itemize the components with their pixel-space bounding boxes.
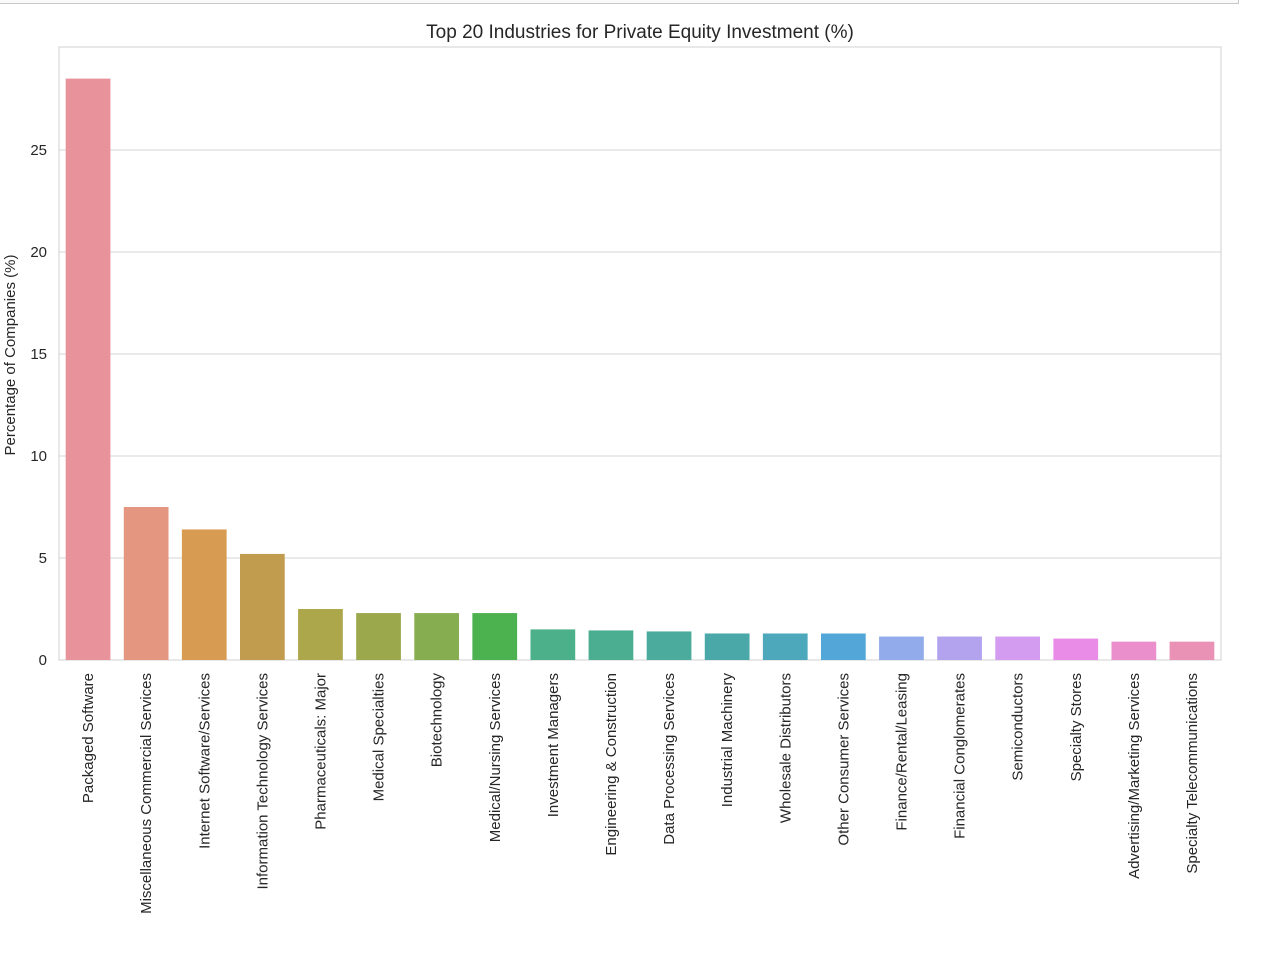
bar: [879, 636, 924, 660]
x-tick-label: Investment Managers: [545, 673, 562, 817]
plot-frame: [58, 46, 1222, 661]
chart-title: Top 20 Industries for Private Equity Inv…: [426, 22, 854, 43]
bar: [1111, 641, 1157, 660]
x-tick-label: Finance/Rental/Leasing: [893, 673, 910, 831]
y-tick-label: 0: [39, 652, 47, 669]
top-window-strip: [0, 0, 1239, 4]
bar: [995, 636, 1041, 660]
x-tick-label: Packaged Software: [80, 673, 97, 803]
x-tick-label: Data Processing Services: [661, 673, 678, 845]
bar: [414, 613, 460, 660]
bar: [123, 507, 169, 660]
x-tick-label: Information Technology Services: [254, 673, 271, 890]
y-axis-ticks: 0 5 10 15 20 25: [30, 142, 47, 669]
y-tick-label: 25: [30, 142, 47, 159]
bar: [820, 633, 866, 660]
x-tick-label: Medical/Nursing Services: [487, 673, 504, 842]
y-tick-label: 15: [30, 346, 47, 363]
x-tick-label: Specialty Stores: [1068, 673, 1085, 781]
gridlines: [59, 149, 1221, 559]
bar: [1053, 638, 1099, 660]
x-tick-label: Semiconductors: [1010, 673, 1027, 781]
x-tick-label: Industrial Machinery: [719, 673, 736, 808]
x-tick-label: Engineering & Construction: [603, 673, 620, 856]
bar: [530, 629, 576, 660]
x-tick-label: Wholesale Distributors: [777, 673, 794, 823]
x-tick-label: Financial Conglomerates: [952, 673, 969, 839]
y-tick-label: 20: [30, 244, 47, 261]
y-tick-label: 5: [39, 550, 47, 567]
bar: [1169, 641, 1215, 660]
bar: [356, 613, 401, 660]
x-tick-label: Advertising/Marketing Services: [1126, 673, 1143, 879]
bars: [65, 78, 1215, 661]
bar: [588, 630, 634, 660]
x-tick-label: Internet Software/Services: [196, 673, 213, 849]
bar: [65, 78, 111, 661]
x-tick-label: Other Consumer Services: [835, 673, 852, 846]
x-tick-label: Miscellaneous Commercial Services: [138, 673, 155, 914]
x-axis-labels: Packaged Software Miscellaneous Commercia…: [80, 673, 1201, 914]
x-tick-label: Medical Specialties: [371, 673, 388, 801]
bar: [239, 553, 285, 660]
bar: [704, 633, 750, 660]
x-tick-label: Pharmaceuticals: Major: [312, 673, 329, 830]
bar: [937, 636, 982, 660]
bar: [472, 613, 518, 660]
bar: [181, 529, 227, 660]
bar: [646, 631, 692, 660]
x-tick-label: Specialty Telecommunications: [1184, 673, 1201, 874]
y-axis-label: Percentage of Companies (%): [2, 255, 19, 456]
x-tick-label: Biotechnology: [429, 673, 446, 768]
y-tick-label: 10: [30, 448, 47, 465]
bar: [298, 609, 343, 660]
bar: [762, 633, 808, 660]
